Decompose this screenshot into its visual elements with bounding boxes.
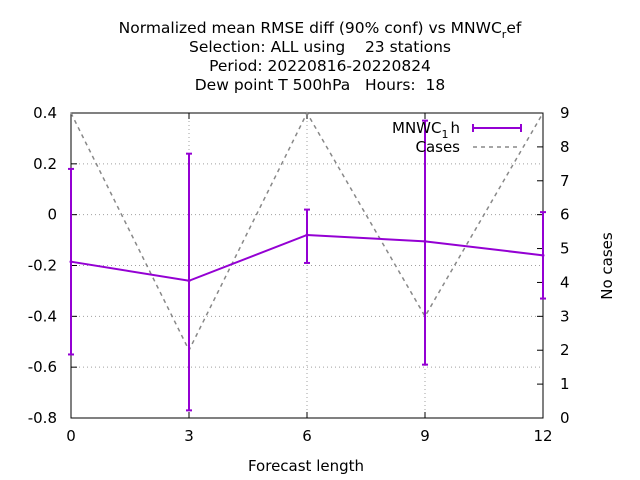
legend: MNWC1 h Cases — [392, 119, 522, 156]
legend-mnwc-sub: 1 — [441, 128, 448, 141]
y-tick-label-3: -0.2 — [28, 257, 57, 275]
title-rest: ef — [506, 19, 522, 37]
title-line-4: Dew point T 500hPa Hours: 18 — [195, 76, 445, 94]
x-tick-label-3: 9 — [420, 427, 430, 445]
y2-axis-label: No cases — [598, 232, 616, 300]
mnwc-point-1 — [187, 279, 191, 283]
series-layer — [68, 111, 546, 412]
mnwc-point-4 — [541, 253, 545, 257]
y2-tick-label-0: 0 — [560, 409, 570, 427]
y-tick-label-0: -0.8 — [28, 409, 57, 427]
x-tick-label-0: 0 — [66, 427, 76, 445]
y-tick-label-1: -0.6 — [28, 358, 57, 376]
title-line-3: Period: 20220816-20220824 — [209, 57, 431, 75]
x-axis-label: Forecast length — [248, 457, 364, 475]
legend-label-cases: Cases — [415, 138, 460, 156]
x-tick-label-2: 6 — [302, 427, 312, 445]
y2-tick-label-8: 8 — [560, 138, 570, 156]
y-tick-label-2: -0.4 — [28, 307, 57, 325]
legend-mnwc-rest: h — [450, 119, 460, 137]
svg-text:Normalized mean RMSE diff (90%: Normalized mean RMSE diff (90% conf) vs … — [119, 19, 522, 41]
y2-tick-label-7: 7 — [560, 172, 570, 190]
mnwc-point-0 — [69, 260, 73, 264]
x-tick-label-4: 12 — [533, 427, 552, 445]
y2-tick-label-2: 2 — [560, 341, 570, 359]
y-tick-label-6: 0.4 — [33, 104, 57, 122]
mnwc-point-2 — [305, 233, 309, 237]
legend-mnwc-name: MNWC — [392, 119, 441, 137]
legend-label-mnwc: MNWC1 h — [392, 119, 460, 141]
title-sub: r — [502, 28, 507, 41]
x-tick-label-1: 3 — [184, 427, 194, 445]
y-tick-label-5: 0.2 — [33, 155, 57, 173]
title-line-1: Normalized mean RMSE diff (90% conf) vs … — [119, 19, 502, 37]
y2-tick-label-6: 6 — [560, 206, 570, 224]
y-tick-label-4: 0 — [47, 206, 57, 224]
y2-tick-label-1: 1 — [560, 375, 570, 393]
y2-tick-label-9: 9 — [560, 104, 570, 122]
legend-key-mnwc — [472, 124, 522, 132]
y2-tick-label-3: 3 — [560, 307, 570, 325]
y2-tick-label-4: 4 — [560, 273, 570, 291]
mnwc-point-3 — [423, 239, 427, 243]
y2-tick-label-5: 5 — [560, 240, 570, 258]
cases-line — [70, 111, 544, 352]
grid — [71, 113, 543, 418]
chart-title: Normalized mean RMSE diff (90% conf) vs … — [119, 19, 522, 94]
title-line-2: Selection: ALL using 23 stations — [189, 38, 451, 56]
